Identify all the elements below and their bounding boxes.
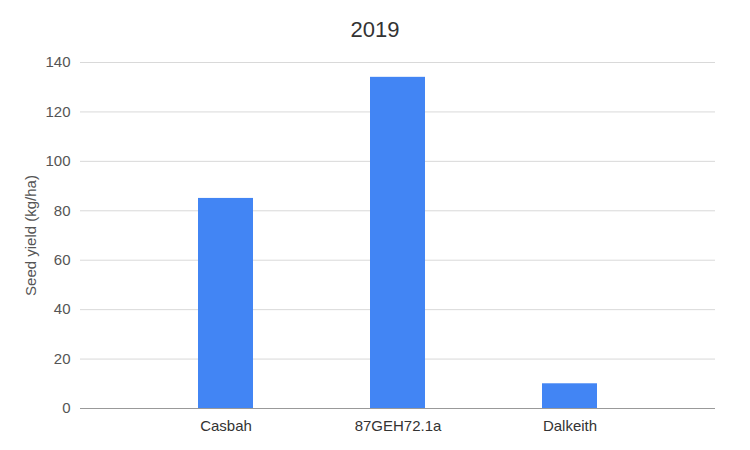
svg-text:80: 80 <box>54 202 71 219</box>
html-text:2019: 2019 <box>350 17 400 42</box>
svg-text:140: 140 <box>45 53 70 70</box>
svg-text:0: 0 <box>62 399 70 416</box>
svg-text:Dalkeith: Dalkeith <box>543 417 597 434</box>
svg-text:60: 60 <box>54 251 71 268</box>
svg-text:87GEH72.1a: 87GEH72.1a <box>355 417 442 434</box>
svg-text:20: 20 <box>54 350 71 367</box>
svg-text:Casbah: Casbah <box>200 417 252 434</box>
svg-text:40: 40 <box>54 300 71 317</box>
svg-text:100: 100 <box>45 152 70 169</box>
svg-text:Seed yield (kg/ha): Seed yield (kg/ha) <box>22 175 39 296</box>
svg-text:120: 120 <box>45 103 70 120</box>
